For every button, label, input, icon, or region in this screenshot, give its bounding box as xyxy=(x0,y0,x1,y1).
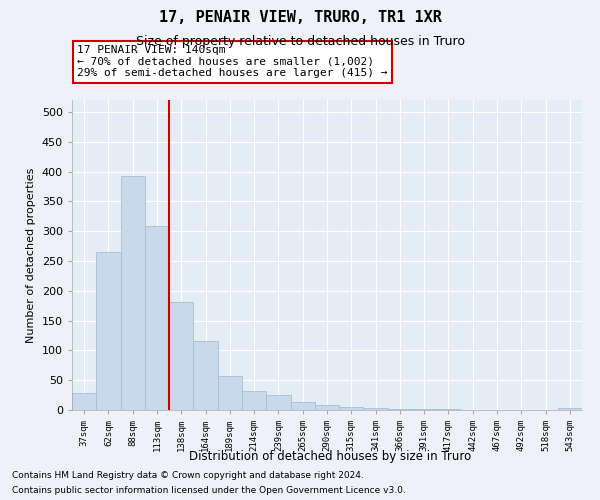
Y-axis label: Number of detached properties: Number of detached properties xyxy=(26,168,36,342)
Text: 17 PENAIR VIEW: 140sqm
← 70% of detached houses are smaller (1,002)
29% of semi-: 17 PENAIR VIEW: 140sqm ← 70% of detached… xyxy=(77,45,388,78)
Bar xyxy=(96,252,121,410)
Text: 17, PENAIR VIEW, TRURO, TR1 1XR: 17, PENAIR VIEW, TRURO, TR1 1XR xyxy=(158,10,442,25)
Bar xyxy=(364,408,388,410)
Bar xyxy=(242,391,266,410)
Bar xyxy=(218,376,242,410)
Bar xyxy=(290,402,315,410)
Bar xyxy=(72,394,96,410)
Bar xyxy=(145,226,169,410)
Bar xyxy=(315,405,339,410)
Text: Contains public sector information licensed under the Open Government Licence v3: Contains public sector information licen… xyxy=(12,486,406,495)
Bar xyxy=(169,302,193,410)
Text: Contains HM Land Registry data © Crown copyright and database right 2024.: Contains HM Land Registry data © Crown c… xyxy=(12,471,364,480)
Text: Size of property relative to detached houses in Truro: Size of property relative to detached ho… xyxy=(136,35,464,48)
Bar xyxy=(339,407,364,410)
Bar xyxy=(558,408,582,410)
Bar xyxy=(193,342,218,410)
Text: Distribution of detached houses by size in Truro: Distribution of detached houses by size … xyxy=(189,450,471,463)
Bar xyxy=(121,176,145,410)
Bar xyxy=(266,395,290,410)
